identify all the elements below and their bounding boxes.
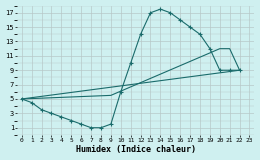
X-axis label: Humidex (Indice chaleur): Humidex (Indice chaleur) — [76, 145, 196, 154]
